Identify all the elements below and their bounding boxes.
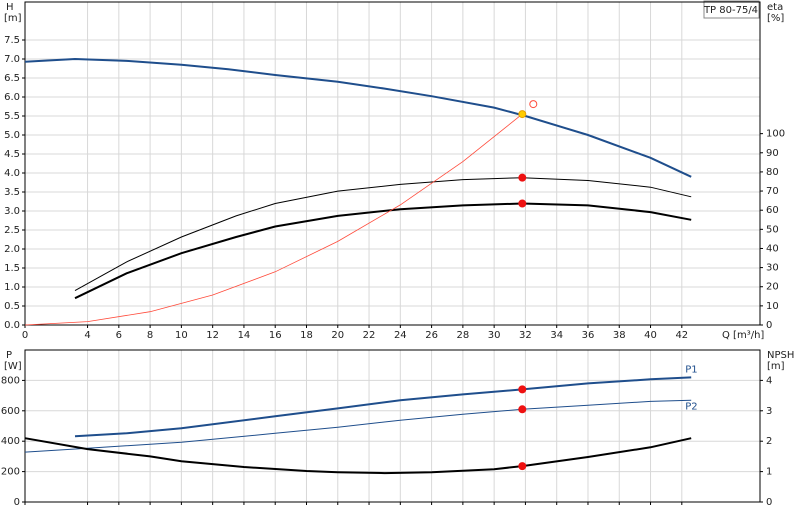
x-tick-label: 4 (84, 330, 90, 341)
y-tick-label: 800 (1, 375, 20, 386)
plot-frame (24, 349, 761, 503)
y-tick-label: 6.5 (4, 73, 20, 84)
x-tick-label: 14 (238, 330, 251, 341)
duty-point (518, 462, 527, 471)
x-tick-label: 10 (175, 330, 188, 341)
curve (24, 437, 692, 475)
x-tick-label: 28 (457, 330, 470, 341)
duty-point-ring (529, 100, 538, 109)
y-tick-label: 5.0 (4, 130, 20, 141)
y-axis-label: H (6, 2, 14, 13)
y-tick-label: 2.0 (4, 244, 20, 255)
y2-axis-label: NPSH (767, 350, 794, 361)
x-tick-label: 38 (613, 330, 626, 341)
curve (74, 202, 692, 300)
y-axis-label: P (6, 350, 12, 361)
x-tick-label: 12 (206, 330, 219, 341)
y2-tick-label: 40 (766, 243, 779, 254)
curve (74, 376, 692, 438)
y-tick-label: 3.0 (4, 206, 20, 217)
x-tick-label: 24 (394, 330, 407, 341)
y-tick-label: 2.5 (4, 225, 20, 236)
x-axis-label: Q [m³/h] (722, 330, 764, 341)
y2-axis-label: eta (767, 2, 783, 13)
y2-axis-unit: [m] (767, 361, 785, 372)
title-box (703, 0, 760, 19)
y-axis-unit: [m] (4, 13, 22, 24)
y-tick-label: 6.0 (4, 92, 20, 103)
y-tick-label: 200 (1, 467, 20, 478)
duty-point (518, 405, 527, 414)
curve (24, 113, 523, 326)
y-axis-unit: [W] (4, 361, 22, 372)
y2-axis-unit: [%] (767, 13, 784, 24)
x-tick-label: 22 (363, 330, 376, 341)
y-tick-label: 3.5 (4, 187, 20, 198)
y2-tick-label: 50 (766, 224, 779, 235)
y2-tick-label: 0 (766, 497, 772, 508)
y2-tick-label: 60 (766, 205, 779, 216)
y-tick-label: 0.5 (4, 301, 20, 312)
x-tick-label: 26 (425, 330, 438, 341)
y-tick-label: 4.0 (4, 168, 20, 179)
curve (74, 177, 692, 292)
x-tick-label: 8 (147, 330, 153, 341)
y2-tick-label: 2 (766, 436, 772, 447)
x-tick-label: 40 (644, 330, 657, 341)
y2-tick-label: 20 (766, 282, 779, 293)
y2-tick-label: 10 (766, 301, 779, 312)
y-tick-label: 1.5 (4, 263, 20, 274)
x-tick-label: 18 (300, 330, 313, 341)
y2-tick-label: 1 (766, 467, 772, 478)
x-tick-label: 36 (582, 330, 595, 341)
x-tick-label: 16 (269, 330, 282, 341)
duty-point (518, 173, 527, 182)
series-label: P1 (685, 364, 697, 375)
y2-tick-label: 80 (766, 167, 779, 178)
y-tick-label: 0.0 (4, 320, 20, 331)
chart-title: TP 80-75/4 (703, 5, 758, 16)
y2-tick-label: 3 (766, 406, 772, 417)
x-tick-label: 30 (488, 330, 501, 341)
x-tick-label: 20 (331, 330, 344, 341)
y-tick-label: 7.5 (4, 35, 20, 46)
x-tick-label: 0 (22, 330, 28, 341)
y-tick-label: 7.0 (4, 54, 20, 65)
duty-point (518, 199, 527, 208)
x-tick-label: 34 (550, 330, 563, 341)
curve (24, 399, 692, 453)
y-tick-label: 400 (1, 436, 20, 447)
x-tick-label: 42 (675, 330, 688, 341)
y2-tick-label: 70 (766, 186, 779, 197)
y-tick-label: 0 (14, 497, 20, 508)
x-tick-label: 6 (116, 330, 122, 341)
duty-point (518, 385, 527, 394)
y2-tick-label: 0 (766, 320, 772, 331)
y2-tick-label: 30 (766, 263, 779, 274)
y-tick-label: 1.0 (4, 282, 20, 293)
x-tick-label: 32 (519, 330, 532, 341)
series-label: P2 (685, 401, 697, 412)
y2-tick-label: 4 (766, 375, 772, 386)
duty-point (518, 110, 527, 119)
y-tick-label: 4.5 (4, 149, 20, 160)
curve (24, 57, 692, 178)
y-tick-label: 5.5 (4, 111, 20, 122)
y2-tick-label: 90 (766, 148, 779, 159)
y2-tick-label: 100 (766, 129, 785, 140)
plot-frame (24, 1, 761, 326)
y-tick-label: 600 (1, 406, 20, 417)
